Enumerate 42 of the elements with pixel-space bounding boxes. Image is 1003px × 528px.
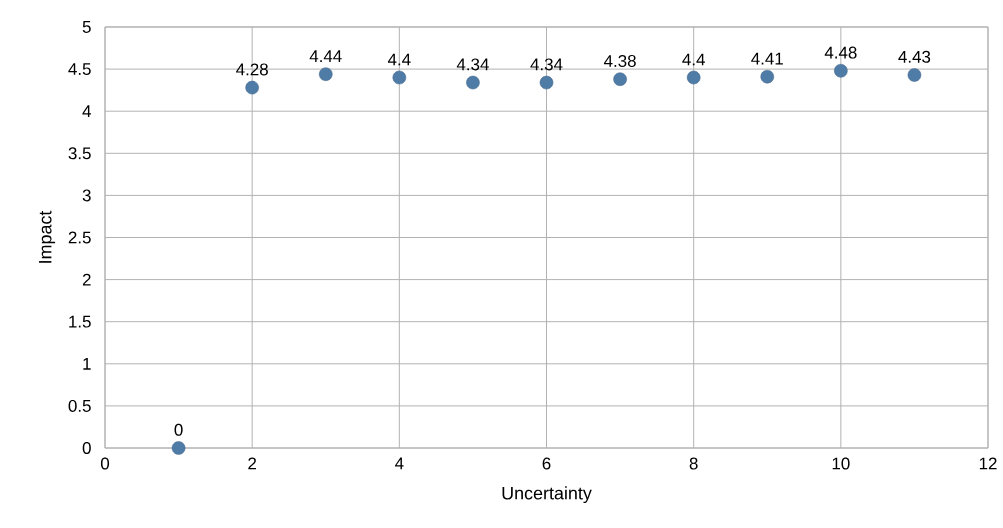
y-axis-title: Impact bbox=[39, 210, 56, 263]
data-label: 4.34 bbox=[456, 58, 489, 71]
point bbox=[834, 64, 848, 78]
point bbox=[686, 70, 701, 85]
x-tick-label: 12 bbox=[979, 457, 997, 470]
x-axis-title: Uncertainty bbox=[502, 486, 592, 504]
point bbox=[171, 441, 186, 455]
point bbox=[907, 68, 922, 82]
y-tick-label: 3.5 bbox=[68, 147, 91, 160]
data-label: 4.4 bbox=[387, 53, 411, 66]
y-tick-label: 1 bbox=[83, 357, 91, 370]
y-tick-label: 0 bbox=[82, 442, 91, 454]
y-tick-label: 3 bbox=[82, 189, 91, 202]
x-tick-label: 0 bbox=[100, 457, 110, 470]
y-tick-label: 2 bbox=[82, 273, 91, 286]
x-tick-label: 10 bbox=[832, 457, 850, 470]
point bbox=[245, 80, 259, 95]
point bbox=[466, 75, 480, 90]
y-tick-label: 2.5 bbox=[68, 231, 91, 244]
y-tick-label: 4.5 bbox=[68, 63, 91, 76]
data-label: 4.28 bbox=[236, 63, 268, 76]
y-tick-label: 1.5 bbox=[69, 315, 91, 328]
point bbox=[319, 67, 333, 81]
x-tick-label: 6 bbox=[542, 457, 551, 470]
x-tick-label: 8 bbox=[689, 457, 698, 470]
y-tick-label: 4 bbox=[82, 105, 91, 118]
x-tick-label: 2 bbox=[248, 457, 257, 470]
y-tick-label: 5 bbox=[82, 21, 91, 33]
data-label: 4.44 bbox=[309, 50, 342, 62]
data-label: 4.48 bbox=[824, 46, 857, 59]
x-tick-label: 4 bbox=[395, 457, 404, 470]
data-label: 4.38 bbox=[604, 55, 636, 68]
point bbox=[613, 72, 627, 86]
point bbox=[760, 69, 775, 84]
point bbox=[392, 70, 407, 85]
data-label: 4.4 bbox=[682, 53, 705, 66]
data-label: 4.43 bbox=[898, 50, 931, 63]
data-label: 4.41 bbox=[751, 52, 783, 65]
data-label: 4.34 bbox=[530, 58, 563, 71]
y-tick-label: 0.5 bbox=[68, 399, 91, 412]
point bbox=[539, 75, 554, 90]
data-label: 0 bbox=[174, 423, 183, 436]
